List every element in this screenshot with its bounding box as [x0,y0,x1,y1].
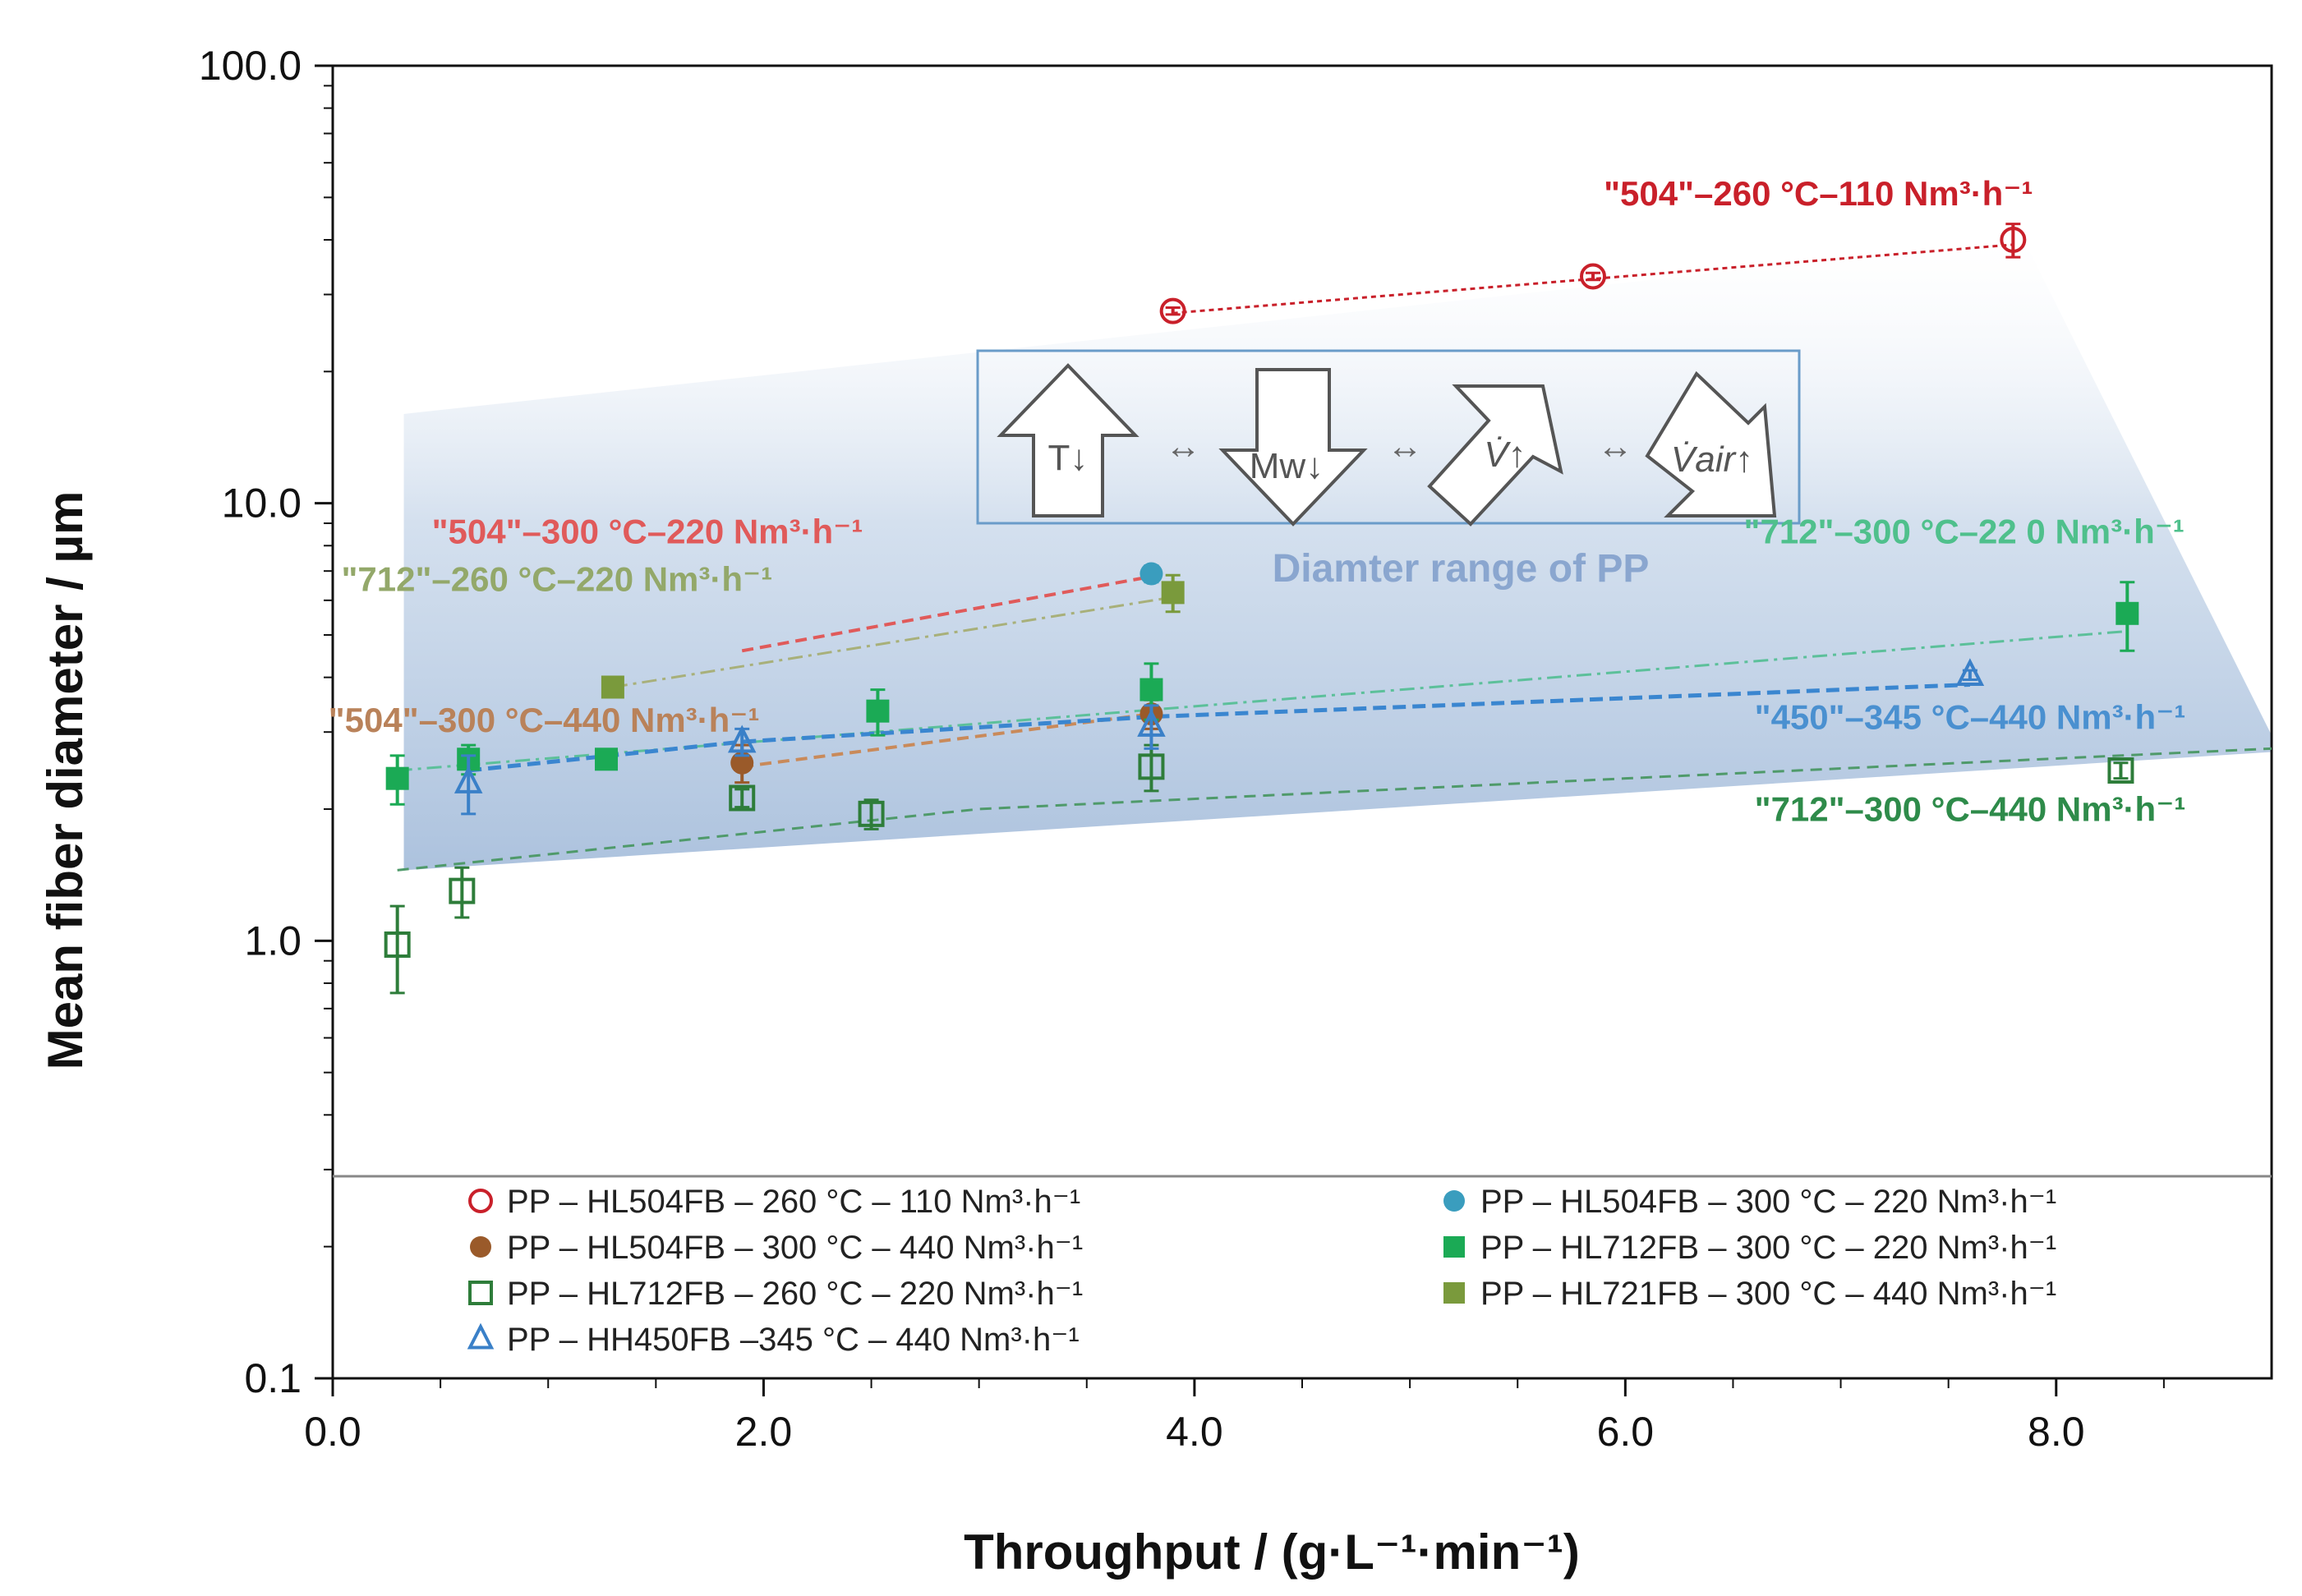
legend-marker [467,1322,495,1350]
legend-marker [1443,1190,1465,1212]
legend-entry: PP – HL504FB – 300 °C – 440 Nm³·h⁻¹ [507,1230,1083,1266]
data-point-series-2 [730,751,754,775]
inset-relation-icon: ↔ [1165,426,1201,467]
series-annotation: "712"–300 °C–440 Nm³·h⁻¹ [1755,789,2186,828]
legend: PP – HL504FB – 260 °C – 110 Nm³·h⁻¹ PP – … [467,1184,2056,1358]
inset-parameter-label: Mw↓ [1250,446,1324,486]
legend-entry: PP – HL712FB – 260 °C – 220 Nm³·h⁻¹ [507,1276,1083,1312]
series-annotation: "712"–260 °C–220 Nm³·h⁻¹ [341,560,772,599]
inset-parameter-box: T↓ ↔ Mw↓ ↔ V̇↑ ↔ V̇air↑ [976,349,1801,527]
data-point-series-4 [384,931,411,959]
y-tick-label: 10.0 [222,481,302,527]
data-point-series-0 [1159,297,1186,324]
data-point-series-4 [729,784,756,812]
series-annotation: "450"–345 °C–440 Nm³·h⁻¹ [1755,697,2186,736]
legend-marker [470,1236,491,1258]
x-tick-label: 0.0 [304,1409,361,1455]
data-point-series-0 [1580,263,1606,290]
trend-504-300-220 [741,574,1152,653]
inset-parameter-label: V̇air↑ [1671,439,1753,480]
inset-relation-icon: ↔ [1387,426,1423,467]
y-tick-label: 100.0 [199,43,302,89]
trend-721-300-440 [612,596,1173,688]
inset-parameter-label: T↓ [1048,438,1089,478]
molecular-weight-arrow-icon [1218,368,1368,527]
legend-marker [1443,1282,1465,1304]
series-annotation: "504"–300 °C–220 Nm³·h⁻¹ [432,512,863,550]
x-tick-label: 2.0 [735,1409,793,1455]
x-tick-label: 4.0 [1166,1409,1223,1455]
x-axis-title: Throughput / (g·L⁻¹·min⁻¹) [964,1525,1580,1580]
data-points [384,223,2139,995]
data-point-series-4 [449,877,476,904]
series-annotation: "504"–260 °C–110 Nm³·h⁻¹ [1604,174,2033,213]
series-annotation: "504"–300 °C–440 Nm³·h⁻¹ [329,701,760,739]
data-point-series-3 [385,766,409,790]
data-point-series-6 [1955,658,1985,687]
data-point-series-6 [727,724,757,753]
data-point-series-6 [453,766,483,793]
data-point-series-4 [858,800,885,827]
inset-parameter-label: V̇↑ [1484,435,1526,475]
y-axis-title: Mean fiber diameter / µm [38,491,93,1070]
x-tick-label: 8.0 [2028,1409,2085,1455]
legend-marker [1443,1236,1465,1258]
data-point-series-3 [1139,678,1163,701]
data-point-series-3 [595,747,619,771]
legend-marker [468,1281,493,1305]
legend-marker [468,1189,493,1213]
legend-entry: PP – HH450FB –345 °C – 440 Nm³·h⁻¹ [507,1322,1080,1358]
trend-lines [397,243,2272,872]
legend-entry: PP – HL504FB – 260 °C – 110 Nm³·h⁻¹ [507,1184,1080,1220]
data-point-series-1 [1139,562,1163,586]
data-point-series-5 [1161,581,1185,605]
y-tick-label: 1.0 [244,918,302,964]
air-flow-arrow-icon [1645,370,1777,517]
data-point-series-4 [1138,753,1165,780]
data-point-series-4 [2107,757,2134,784]
data-point-series-5 [601,675,624,699]
legend-entry: PP – HL712FB – 300 °C – 220 Nm³·h⁻¹ [1480,1230,2056,1266]
series-annotation: "712"–300 °C–22 0 Nm³·h⁻¹ [1744,512,2185,550]
data-point-series-3 [866,699,890,723]
inset-relation-icon: ↔ [1597,426,1633,467]
x-tick-label: 6.0 [1597,1409,1655,1455]
legend-entry: PP – HL504FB – 300 °C – 220 Nm³·h⁻¹ [1480,1184,2056,1220]
data-point-series-6 [1137,709,1166,737]
data-point-series-0 [2000,226,2027,253]
range-label: Diamter range of PP [1273,547,1650,591]
annotations: Diamter range of PP "504"–260 °C–110 Nm³·… [329,174,2186,829]
y-tick-label: 0.1 [244,1355,302,1401]
trend-450-345-440 [467,682,1970,773]
legend-entry: PP – HL721FB – 300 °C – 440 Nm³·h⁻¹ [1480,1276,2056,1312]
axis-ticks: 0.1 1.0 10.0 100.0 0.0 2.0 4.0 6.0 8.0 [199,43,2165,1455]
throughput-arrow-icon [1427,384,1563,527]
trend-712-260-220 [397,747,2272,872]
data-point-series-3 [2116,601,2139,625]
inset-frame [976,349,1801,525]
temperature-arrow-icon [997,363,1139,517]
